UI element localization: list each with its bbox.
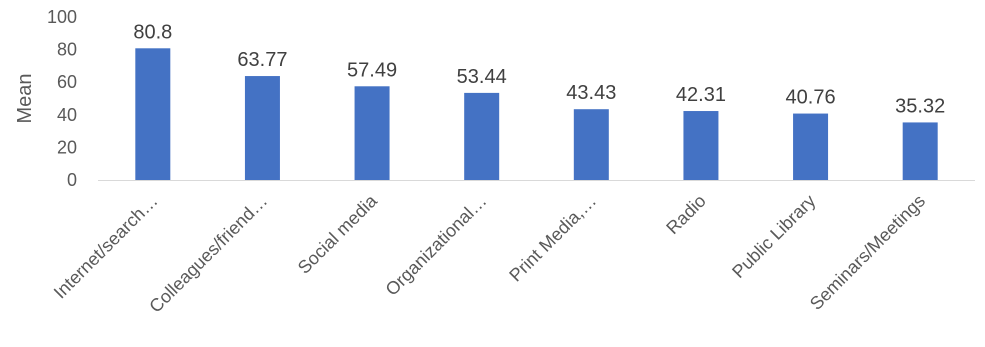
- y-tick-label: 100: [47, 7, 77, 27]
- bar: [902, 122, 938, 180]
- y-axis-ticks: 0 20 40 60 80 100: [47, 7, 77, 190]
- bar-value-label: 40.76: [786, 87, 836, 109]
- bar: [573, 109, 609, 180]
- bar-value-label: 63.77: [237, 49, 287, 71]
- y-axis-title: Mean: [14, 73, 36, 123]
- bar: [464, 92, 500, 180]
- x-category-label: Internet/search…: [50, 191, 162, 303]
- bar-value-label: 43.43: [566, 82, 616, 104]
- x-category-label: Organizational…: [382, 191, 491, 300]
- bars-group: [135, 48, 938, 180]
- y-tick-label: 80: [57, 40, 77, 60]
- y-tick-label: 40: [57, 105, 77, 125]
- y-tick-label: 0: [67, 170, 77, 190]
- bar-value-label: 57.49: [347, 59, 397, 81]
- bar: [135, 48, 171, 180]
- x-category-label: Colleagues/friend…: [145, 191, 271, 317]
- x-category-label: Seminars/Meetings: [806, 191, 929, 314]
- x-category-label: Social media: [294, 190, 382, 278]
- bar-value-label: 53.44: [457, 66, 507, 88]
- y-tick-label: 60: [57, 72, 77, 92]
- bar-value-label: 80.8: [133, 21, 172, 43]
- bar-value-label: 42.31: [676, 84, 726, 106]
- x-category-label: Public Library: [728, 191, 819, 282]
- x-category-label: Print Media,…: [505, 191, 600, 286]
- y-tick-label: 20: [57, 137, 77, 157]
- bar-value-label: 35.32: [895, 95, 945, 117]
- bar: [244, 76, 280, 180]
- x-axis-labels: Internet/search…Colleagues/friend… Social…: [50, 190, 929, 317]
- bar: [683, 111, 719, 180]
- bar: [354, 86, 390, 180]
- x-category-label: Radio: [662, 191, 709, 238]
- bar: [793, 113, 829, 180]
- data-labels-group: 80.8 63.77 57.49 53.44 43.43 42.31 40.76 35.32: [133, 21, 945, 117]
